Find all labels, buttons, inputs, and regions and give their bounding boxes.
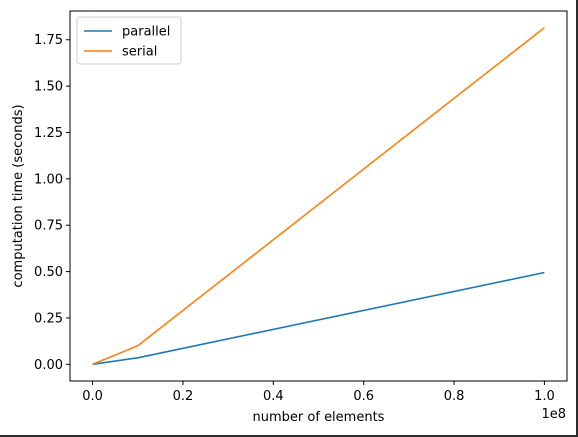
x-tick-label: 0.0 [82,389,103,404]
legend-label: serial [122,45,157,60]
series-line-serial [92,27,545,366]
y-axis: 0.00 0.25 0.50 0.75 1.00 1.25 1.50 1.75 [34,33,70,373]
y-axis-label: computation time (seconds) [11,104,26,287]
legend-box [76,16,182,65]
legend: parallel serial [76,16,182,65]
y-tick-label: 1.25 [34,126,63,141]
y-tick-label: 1.75 [34,33,63,48]
y-tick-label: 0.00 [34,358,63,373]
y-tick-label: 0.75 [34,219,63,234]
y-tick-label: 0.25 [34,311,63,326]
y-tick-label: 1.00 [34,172,63,187]
x-axis-label: number of elements [253,410,385,425]
x-tick-label: 1.0 [534,389,555,404]
y-tick-label: 1.50 [34,80,63,95]
x-offset-label: 1e8 [541,407,566,422]
x-tick-label: 0.2 [173,389,194,404]
x-tick-label: 0.8 [444,389,465,404]
x-tick-label: 0.6 [353,389,374,404]
series-group [92,27,545,366]
y-tick-label: 0.50 [34,265,63,280]
legend-label: parallel [122,25,170,40]
x-tick-label: 0.4 [263,389,284,404]
x-axis: 0.0 0.2 0.4 0.6 0.8 1.0 [82,381,555,404]
series-line-parallel [92,271,545,366]
plot-area [69,10,568,382]
